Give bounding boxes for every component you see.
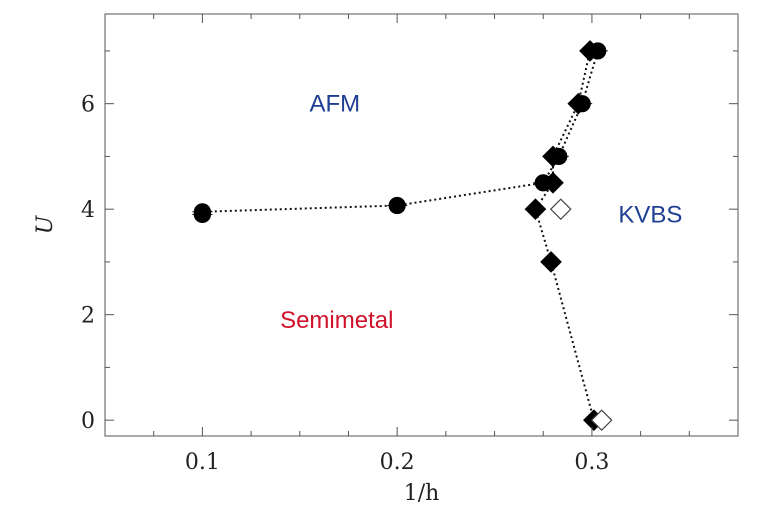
y-tick-label: 6 [81, 93, 95, 118]
series-markers [192, 40, 613, 432]
tick-labels: 0.1 0.2 0.3 0 2 4 6 [81, 93, 609, 475]
y-tick-label: 2 [81, 304, 95, 329]
series-lines [201, 50, 599, 421]
region-labels: AFM KVBS Semimetal [280, 91, 682, 334]
circle-marker [388, 196, 406, 215]
axis-ticks [104, 14, 739, 436]
x-axis-label: 1/h [404, 481, 440, 506]
y-tick-label: 0 [81, 409, 95, 434]
diamond-marker [524, 198, 547, 221]
region-label: Semimetal [280, 307, 393, 334]
diamond-marker [567, 92, 590, 115]
diamond-marker [542, 171, 564, 194]
open-diamond-marker [549, 198, 572, 221]
diamond-marker [579, 40, 601, 62]
plot-frame [104, 13, 739, 437]
open-diamond-marker [590, 409, 613, 432]
x-tick-label: 0.1 [185, 450, 220, 475]
diamond-marker [540, 251, 562, 273]
x-tick-label: 0.2 [380, 450, 415, 475]
region-label: KVBS [618, 201, 682, 228]
region-label: AFM [309, 91, 360, 118]
circle-marker [193, 203, 211, 221]
x-tick-label: 0.3 [574, 450, 609, 475]
y-tick-label: 4 [81, 198, 95, 223]
y-axis-label: U [33, 214, 58, 234]
diamond-marker [542, 145, 564, 168]
